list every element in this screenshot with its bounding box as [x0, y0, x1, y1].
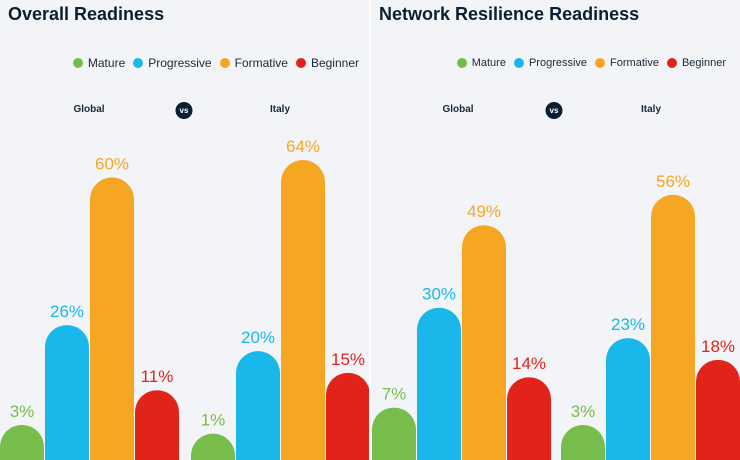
legend-item-mature: Mature: [456, 57, 506, 69]
bar-italy-beginner: [696, 359, 740, 460]
bar-italy-progressive: [236, 351, 280, 460]
legend-label: Mature: [471, 57, 506, 69]
legend-item-formative: Formative: [595, 57, 659, 69]
group-label-italy: Italy: [269, 104, 291, 115]
legend-label: Beginner: [310, 56, 359, 70]
bar-global-beginner: [507, 377, 551, 460]
bar-plot: 7% 30% 49% 14% 3% 23% 56% 18%: [372, 172, 740, 460]
legend-item-beginner: Beginner: [295, 56, 359, 70]
beginner-dot-icon: [666, 58, 677, 68]
network-resilience-panel: Network Resilience Readiness Mature Prog…: [371, 0, 740, 460]
value-label: 14%: [512, 354, 546, 373]
legend-label: Formative: [610, 57, 659, 69]
chart-title: Network Resilience Readiness: [379, 4, 640, 24]
vs-badge: vs: [545, 102, 563, 119]
panel-divider: [369, 0, 371, 460]
bar-global-progressive: [417, 307, 461, 460]
bar-italy-beginner: [326, 372, 369, 460]
bar-plot: 3% 26% 60% 11% 1% 20% 64% 15%: [0, 137, 369, 460]
value-label: 49%: [467, 202, 501, 221]
vs-badge: vs: [175, 102, 193, 119]
value-label: 3%: [571, 402, 596, 421]
progressive-dot-icon: [513, 58, 524, 68]
legend-item-progressive: Progressive: [513, 57, 588, 69]
legend: Mature Progressive Formative Beginner: [449, 54, 726, 72]
legend-item-progressive: Progressive: [133, 56, 212, 70]
legend: Mature Progressive Formative Beginner: [65, 54, 359, 72]
bar-global-formative: [462, 225, 506, 460]
bar-global-mature: [0, 424, 44, 460]
value-label: 56%: [656, 172, 690, 191]
bar-global-mature: [372, 407, 416, 460]
legend-label: Beginner: [681, 57, 726, 69]
legend-item-formative: Formative: [219, 56, 288, 70]
group-label-italy: Italy: [640, 104, 662, 115]
bar-global-progressive: [45, 325, 89, 460]
bar-italy-formative: [281, 160, 325, 460]
chart-title: Overall Readiness: [8, 4, 165, 24]
group-label-global: Global: [442, 104, 474, 115]
value-label: 64%: [286, 137, 320, 156]
bar-italy-mature: [561, 424, 605, 460]
bar-italy-progressive: [606, 338, 650, 460]
value-label: 30%: [422, 285, 456, 304]
value-label: 18%: [701, 337, 735, 356]
value-label: 15%: [331, 350, 365, 369]
formative-dot-icon: [219, 58, 230, 68]
mature-dot-icon: [72, 58, 83, 68]
formative-dot-icon: [595, 58, 606, 68]
beginner-dot-icon: [295, 58, 306, 68]
legend-label: Formative: [234, 56, 288, 70]
progressive-dot-icon: [133, 58, 144, 68]
value-label: 11%: [141, 367, 174, 386]
legend-label: Progressive: [528, 57, 588, 69]
overall-readiness-panel: Overall Readiness Mature Progressive For…: [0, 0, 369, 460]
value-label: 26%: [50, 302, 84, 321]
value-label: 20%: [241, 328, 275, 347]
value-label: 3%: [10, 402, 35, 421]
value-label: 1%: [201, 411, 226, 430]
bar-italy-formative: [651, 194, 695, 460]
legend-item-beginner: Beginner: [666, 57, 726, 69]
bar-italy-mature: [191, 433, 235, 460]
value-label: 7%: [382, 385, 407, 404]
bar-global-beginner: [135, 390, 179, 460]
bar-global-formative: [90, 177, 134, 460]
mature-dot-icon: [456, 58, 467, 68]
legend-item-mature: Mature: [72, 56, 126, 70]
value-label: 23%: [611, 315, 645, 334]
legend-label: Mature: [87, 56, 126, 70]
value-label: 60%: [95, 154, 129, 173]
legend-label: Progressive: [148, 56, 212, 70]
group-label-global: Global: [73, 104, 105, 115]
